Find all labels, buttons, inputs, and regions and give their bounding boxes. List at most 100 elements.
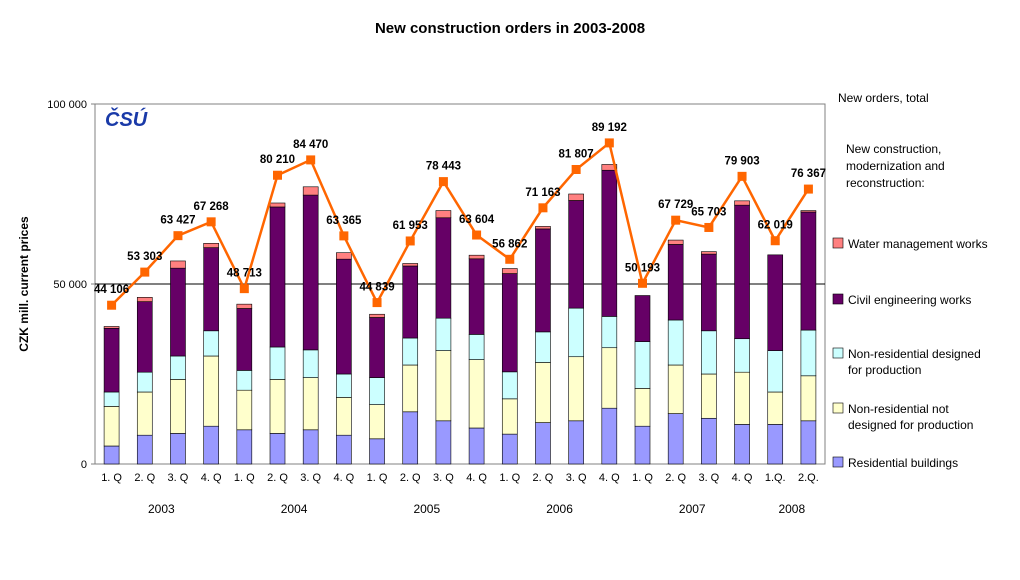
total-orders-point (206, 217, 216, 227)
total-orders-data-label: 80 210 (260, 154, 295, 166)
bar-civil-engineering-works (701, 253, 717, 332)
bar-residential-buildings (468, 427, 485, 465)
bar-non-residential-not-designed-for-production (336, 397, 352, 436)
bar-non-residential-not-designed-for-production (767, 391, 784, 425)
bar-non-residential-designed-for-production (800, 329, 817, 377)
bar-residential-buildings (535, 422, 551, 465)
total-orders-point (107, 300, 117, 310)
bar-non-residential-not-designed-for-production (601, 347, 618, 409)
bar-non-residential-not-designed-for-production (269, 379, 286, 434)
bar-non-residential-not-designed-for-production (203, 355, 219, 427)
x-tick-label: 1.Q. (765, 472, 786, 484)
bar-civil-engineering-works (336, 258, 352, 375)
legend-label: Water management works (848, 237, 988, 251)
legend-swatch (832, 347, 844, 359)
bar-civil-engineering-works (136, 301, 153, 373)
bar-residential-buildings (800, 420, 817, 465)
total-orders-data-label: 65 703 (691, 206, 726, 218)
bar-non-residential-designed-for-production (170, 355, 186, 380)
legend-subheader: New construction, (846, 142, 941, 156)
total-orders-data-label: 76 367 (791, 168, 826, 180)
total-orders-data-label: 63 604 (459, 214, 495, 226)
x-tick-label: 2. Q (134, 472, 155, 484)
bar-civil-engineering-works (568, 200, 584, 309)
total-orders-point (472, 230, 482, 240)
bar-non-residential-designed-for-production (568, 307, 584, 358)
bar-non-residential-designed-for-production (236, 370, 253, 391)
bar-residential-buildings (634, 425, 651, 465)
legend-swatch (832, 456, 844, 468)
bar-non-residential-not-designed-for-production (369, 404, 385, 440)
bar-residential-buildings (601, 407, 618, 465)
bar-water-management-works (800, 210, 817, 213)
total-orders-data-label: 67 729 (658, 199, 693, 211)
bar-residential-buildings (203, 425, 219, 465)
total-orders-data-label: 79 903 (724, 155, 759, 167)
year-label: 2003 (148, 502, 175, 516)
bar-non-residential-designed-for-production (601, 316, 618, 349)
bar-residential-buildings (103, 445, 120, 465)
bar-non-residential-not-designed-for-production (103, 406, 120, 447)
bar-non-residential-designed-for-production (369, 377, 385, 405)
bar-civil-engineering-works (667, 244, 684, 321)
bar-residential-buildings (136, 434, 153, 465)
bar-residential-buildings (734, 424, 750, 465)
total-orders-point (372, 298, 382, 308)
legend-label: Non-residential not (848, 402, 949, 416)
legend-subheader: reconstruction: (846, 176, 925, 190)
bar-non-residential-designed-for-production (667, 319, 684, 366)
bar-non-residential-designed-for-production (468, 334, 485, 360)
bar-non-residential-designed-for-production (203, 330, 219, 357)
bar-residential-buildings (302, 429, 319, 465)
legend-label: Non-residential designed (848, 347, 981, 361)
bar-water-management-works (601, 164, 618, 171)
total-orders-point (405, 236, 415, 246)
total-orders-data-label: 67 268 (194, 201, 230, 213)
bar-non-residential-designed-for-production (402, 337, 419, 366)
x-tick-label: 2. Q (400, 472, 421, 484)
bar-non-residential-designed-for-production (701, 330, 717, 375)
total-orders-point (306, 155, 316, 165)
total-orders-data-label: 56 862 (492, 238, 527, 250)
total-orders-point (505, 254, 515, 264)
bar-residential-buildings (501, 433, 518, 465)
bar-water-management-works (236, 303, 253, 309)
x-tick-label: 2. Q (665, 472, 686, 484)
bar-water-management-works (667, 239, 684, 245)
legend-label: Residential buildings (848, 456, 958, 470)
bar-residential-buildings (269, 433, 286, 465)
total-orders-point (604, 138, 614, 148)
bar-non-residential-not-designed-for-production (435, 350, 452, 422)
y-tick-label: 50 000 (53, 279, 87, 291)
bar-non-residential-not-designed-for-production (136, 391, 153, 436)
x-tick-label: 2. Q (533, 472, 554, 484)
bar-residential-buildings (236, 429, 253, 465)
chart-title: New construction orders in 2003-2008 (374, 20, 646, 37)
bar-civil-engineering-works (269, 206, 286, 348)
bar-water-management-works (136, 297, 153, 302)
bar-non-residential-not-designed-for-production (568, 356, 584, 422)
bar-residential-buildings (568, 420, 584, 465)
total-orders-point (273, 170, 282, 180)
x-tick-label: 3. Q (433, 472, 454, 484)
total-orders-point (770, 236, 780, 246)
x-tick-label: 3. Q (300, 472, 321, 484)
bar-civil-engineering-works (103, 327, 120, 393)
year-label: 2007 (679, 502, 706, 516)
total-orders-data-label: 78 443 (426, 161, 461, 173)
total-orders-point (803, 184, 813, 194)
total-orders-data-label: 48 713 (227, 268, 262, 280)
bar-water-management-works (501, 268, 518, 274)
bar-non-residential-not-designed-for-production (734, 371, 750, 425)
bar-non-residential-not-designed-for-production (501, 398, 518, 435)
legend-label: designed for production (848, 418, 973, 432)
bar-civil-engineering-works (435, 217, 452, 319)
legend-header: New orders, total (838, 91, 929, 105)
bar-residential-buildings (435, 420, 452, 465)
bar-civil-engineering-works (302, 194, 319, 351)
total-orders-data-label: 63 427 (160, 215, 195, 227)
bar-non-residential-not-designed-for-production (701, 373, 717, 419)
bar-non-residential-not-designed-for-production (302, 377, 319, 431)
y-tick-label: 0 (81, 459, 87, 471)
bar-water-management-works (701, 251, 717, 255)
